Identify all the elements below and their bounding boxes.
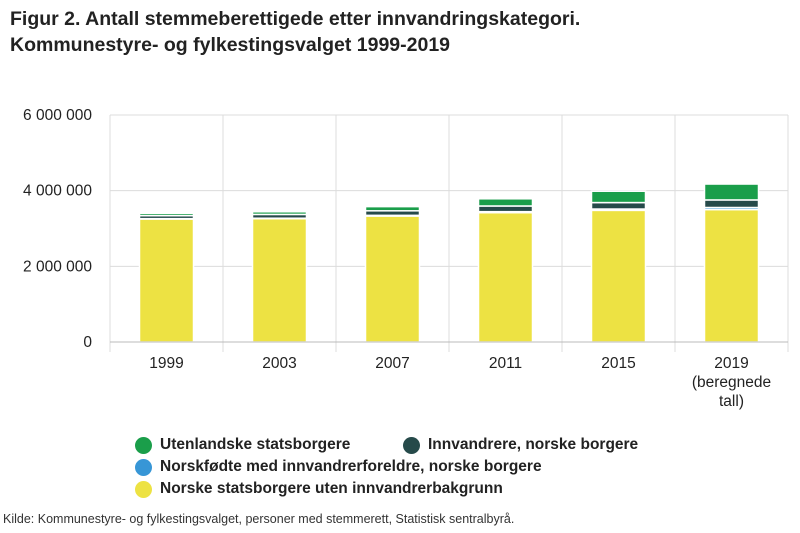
- chart-legend: Utenlandske statsborgere Innvandrere, no…: [135, 436, 755, 502]
- legend-row: Norskfødte med innvandrerforeldre, norsk…: [135, 458, 755, 480]
- x-tick-label: 2003: [262, 355, 296, 372]
- title-line-2: Kommunestyre- og fylkestingsvalget 1999-…: [10, 34, 451, 56]
- legend-item-norskfodte[interactable]: Norskfødte med innvandrerforeldre, norsk…: [135, 458, 542, 476]
- y-tick-label: 6 000 000: [23, 107, 92, 124]
- y-tick-label: 4 000 000: [23, 183, 92, 200]
- legend-label: Norskfødte med innvandrerforeldre, norsk…: [160, 458, 542, 475]
- legend-item-innvandrere[interactable]: Innvandrere, norske borgere: [403, 436, 638, 454]
- title-line-1: Figur 2. Antall stemmeberettigede etter …: [10, 8, 581, 30]
- bar-segment: [703, 183, 760, 201]
- bar-segment: [703, 199, 760, 209]
- x-tick-label: 1999: [149, 355, 183, 372]
- bar-segment: [703, 208, 760, 343]
- legend-row: Norske statsborgere uten innvandrerbakgr…: [135, 480, 755, 502]
- bar-segment: [364, 205, 421, 212]
- bar-segment: [477, 211, 534, 343]
- source-note: Kilde: Kommunestyre- og fylkestingsvalge…: [3, 512, 515, 526]
- bar-segment: [590, 190, 647, 204]
- x-tick-label: (beregnede: [692, 374, 771, 391]
- bar-segment: [590, 201, 647, 210]
- x-tick-label: 2011: [489, 355, 522, 372]
- bar-segment: [477, 198, 534, 207]
- legend-swatch-icon: [135, 480, 152, 498]
- legend-label: Innvandrere, norske borgere: [428, 436, 639, 453]
- y-tick-label: 2 000 000: [23, 258, 92, 275]
- legend-swatch-icon: [135, 458, 152, 476]
- legend-item-norske-statsborgere[interactable]: Norske statsborgere uten innvandrerbakgr…: [135, 480, 503, 498]
- bar-segment: [138, 212, 195, 217]
- x-tick-label: 2007: [375, 355, 409, 372]
- legend-label: Norske statsborgere uten innvandrerbakgr…: [160, 480, 503, 497]
- legend-swatch-icon: [403, 436, 420, 454]
- bar-segment: [251, 217, 308, 343]
- bar-segment: [251, 211, 308, 216]
- bar-segment: [138, 218, 195, 343]
- legend-item-utenlandske[interactable]: Utenlandske statsborgere: [135, 436, 350, 454]
- x-tick-label: 2015: [601, 355, 635, 372]
- bar-segment: [364, 215, 421, 343]
- legend-label: Utenlandske statsborgere: [160, 436, 351, 453]
- legend-swatch-icon: [135, 436, 152, 454]
- x-tick-label: tall): [719, 393, 744, 410]
- bar-segment: [477, 205, 534, 213]
- y-tick-label: 0: [83, 334, 92, 351]
- stacked-bar-chart: 0 2 000 000 4 000 000 6 000 000 1999 2003 2007…: [23, 107, 789, 410]
- bar-segment: [590, 209, 647, 343]
- chart-title: Figur 2. Antall stemmeberettigede etter …: [10, 6, 790, 58]
- legend-row: Utenlandske statsborgere Innvandrere, no…: [135, 436, 755, 458]
- x-tick-label: 2019: [714, 355, 748, 372]
